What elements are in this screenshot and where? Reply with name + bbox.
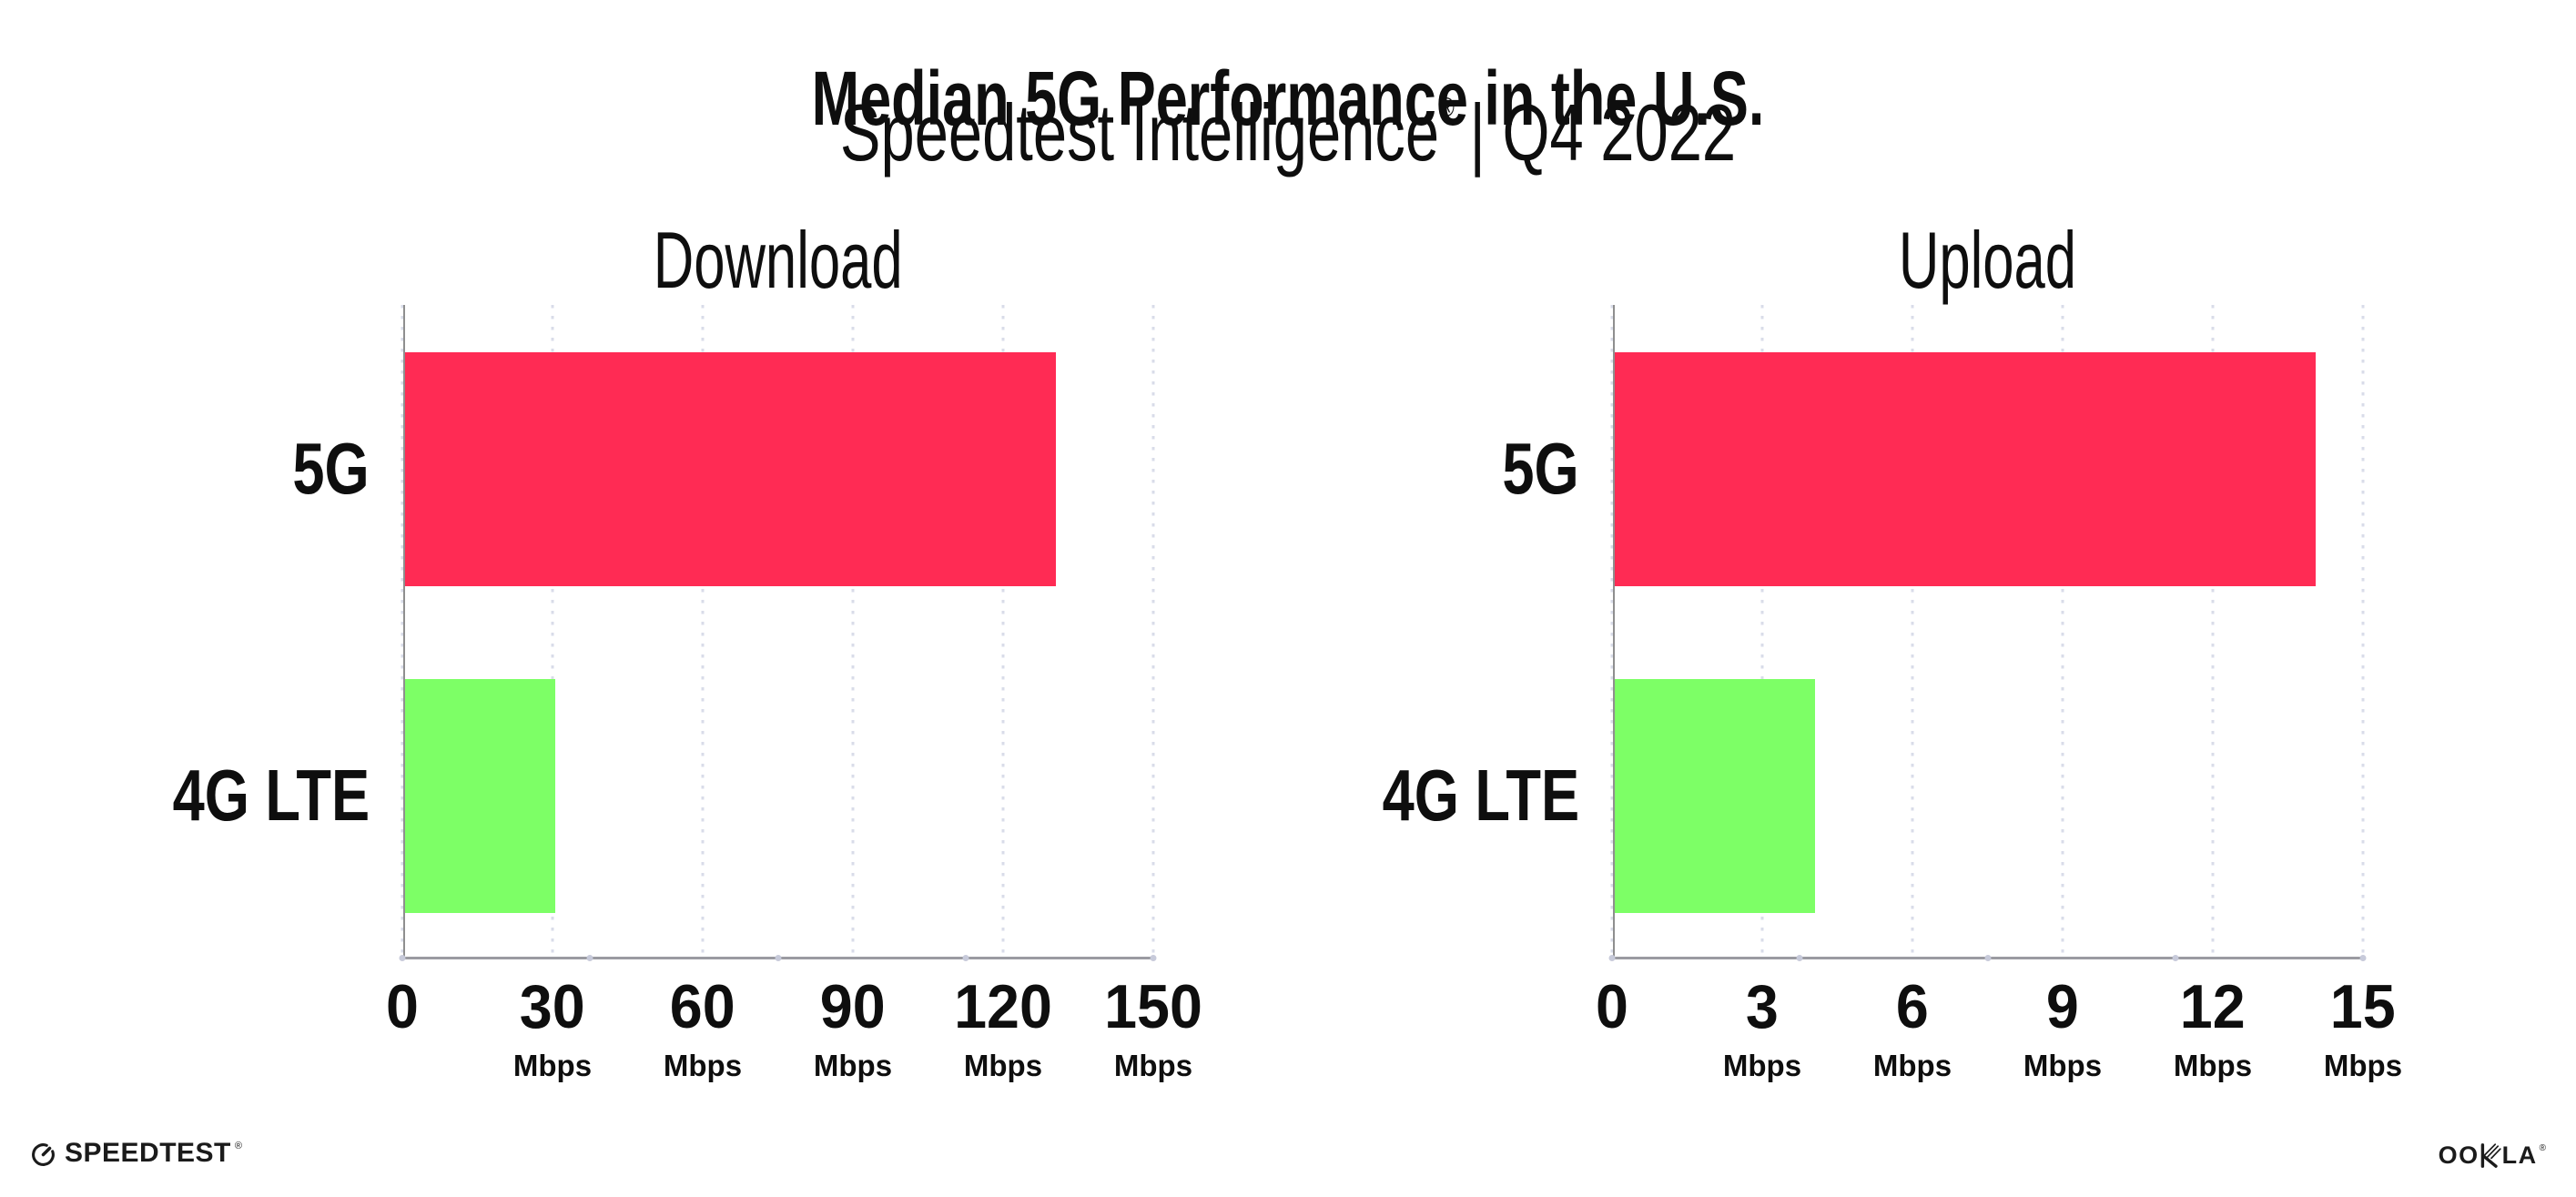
download-chart-title: Download — [653, 215, 903, 305]
download-chart: Download 5G 4G LTE 0 30 Mbps 60 Mbps 90 Mbp — [172, 0, 1202, 1129]
axis-dot — [399, 955, 406, 961]
page-title: Median 5G Performance in the U.S. — [811, 56, 1765, 142]
registered-mark: ® — [2539, 1143, 2546, 1153]
axis-dot — [586, 955, 593, 961]
axis-tick: 150 Mbps — [1104, 972, 1202, 1082]
gridline — [551, 305, 554, 958]
ookla-logo: OO LA ® — [2439, 1143, 2546, 1168]
category-label-4g-lte: 4G LTE — [172, 755, 370, 836]
bar-download-5g — [405, 352, 1056, 586]
speedtest-wordmark: SPEEDTEST — [65, 1138, 231, 1168]
registered-mark: ® — [1439, 93, 1455, 123]
subtitle-period: | Q4 2022 — [1469, 87, 1737, 178]
gridline — [2361, 305, 2365, 958]
gridline — [1760, 305, 1764, 958]
ookla-stylized-k-icon — [2480, 1143, 2501, 1168]
axis-tick: 0 — [1596, 972, 1628, 1041]
speedtest-logo: SPEEDTEST ® — [30, 1140, 242, 1167]
axis-dot — [1984, 955, 1991, 961]
category-label-5g: 5G — [1502, 428, 1579, 509]
y-axis-line — [403, 305, 405, 958]
gridline — [1151, 305, 1155, 958]
axis-tick: 120 Mbps — [954, 972, 1052, 1082]
category-label-5g: 5G — [292, 428, 370, 509]
axis-tick: 15 Mbps — [2323, 972, 2403, 1082]
axis-dot — [775, 955, 781, 961]
speedtest-gauge-icon — [30, 1141, 56, 1167]
axis-tick: 9 Mbps — [2023, 972, 2103, 1082]
gridline — [1001, 305, 1005, 958]
bar-upload-5g — [1615, 352, 2316, 586]
gridline — [1610, 305, 1614, 958]
category-label-4g-lte: 4G LTE — [1382, 755, 1579, 836]
y-axis-line — [1613, 305, 1615, 958]
bar-upload-4g-lte — [1615, 679, 1815, 913]
gridline — [1911, 305, 1914, 958]
registered-mark: ® — [234, 1141, 242, 1151]
gridline — [2211, 305, 2215, 958]
download-plot-area: 5G 4G LTE — [172, 305, 1157, 961]
axis-dot — [2359, 955, 2367, 961]
axis-tick: 3 Mbps — [1722, 972, 1802, 1082]
axis-dot — [2172, 955, 2179, 961]
upload-plot-area: 5G 4G LTE — [1382, 305, 2367, 961]
axis-tick: 60 Mbps — [663, 972, 743, 1082]
upload-x-axis-ticks: 0 3 Mbps 6 Mbps 9 Mbps 12 Mbps 15 Mbps — [1596, 972, 2402, 1121]
axis-tick: 12 Mbps — [2173, 972, 2253, 1082]
axis-dot — [1150, 955, 1157, 961]
upload-chart: Upload 5G 4G LTE 0 3 Mbps 6 Mbps 9 Mbps — [1382, 0, 2402, 1129]
bar-download-4g-lte — [405, 679, 555, 913]
axis-tick: 90 Mbps — [813, 972, 893, 1082]
axis-dot — [1608, 955, 1616, 961]
page-subtitle: Speedtest Intelligence® | Q4 2022 — [840, 90, 1736, 175]
ookla-wordmark-right: LA — [2501, 1141, 2538, 1169]
gridline — [701, 305, 705, 958]
axis-tick: 6 Mbps — [1872, 972, 1952, 1082]
upload-chart-title: Upload — [1898, 215, 2077, 305]
axis-tick: 0 — [386, 972, 419, 1041]
gridline — [2061, 305, 2064, 958]
gridline — [851, 305, 855, 958]
subtitle-brand: Speedtest Intelligence — [839, 87, 1440, 178]
axis-tick: 30 Mbps — [512, 972, 593, 1082]
axis-dot — [1796, 955, 1803, 961]
download-x-axis-ticks: 0 30 Mbps 60 Mbps 90 Mbps 120 Mbps 150 Mbps — [386, 972, 1202, 1121]
ookla-wordmark-left: OO — [2438, 1141, 2480, 1169]
axis-dot — [962, 955, 969, 961]
gridline — [401, 305, 404, 958]
